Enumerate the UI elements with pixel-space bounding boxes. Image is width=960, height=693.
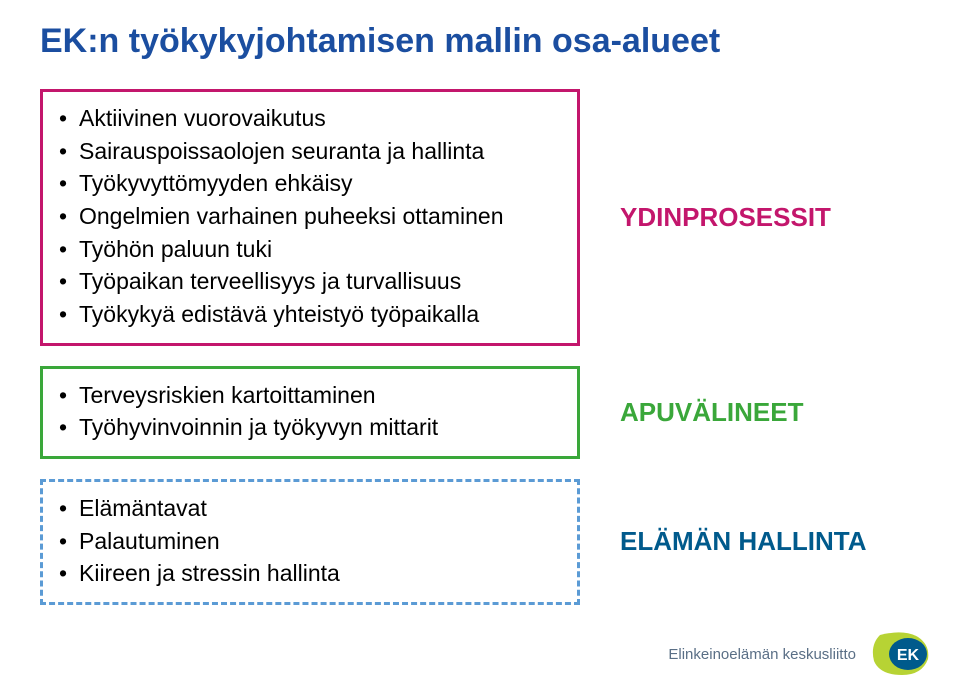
tools-box: Terveysriskien kartoittaminen Työhyvinvo… [40, 366, 580, 459]
page-title: EK:n työkykyjohtamisen mallin osa-alueet [40, 22, 920, 61]
core-box: Aktiivinen vuorovaikutus Sairauspoissaol… [40, 89, 580, 346]
svg-text:EK: EK [897, 647, 920, 664]
list-item: Työhön paluun tuki [79, 233, 563, 266]
life-row: Elämäntavat Palautuminen Kiireen ja stre… [40, 479, 920, 605]
list-item: Ongelmien varhainen puheeksi ottaminen [79, 200, 563, 233]
list-item: Työkyvyttömyyden ehkäisy [79, 167, 563, 200]
footer-org-text: Elinkeinoelämän keskusliitto [668, 646, 856, 663]
life-list: Elämäntavat Palautuminen Kiireen ja stre… [57, 492, 563, 590]
list-item: Elämäntavat [79, 492, 563, 525]
tools-list: Terveysriskien kartoittaminen Työhyvinvo… [57, 379, 563, 444]
tools-row: Terveysriskien kartoittaminen Työhyvinvo… [40, 366, 920, 459]
slide: EK:n työkykyjohtamisen mallin osa-alueet… [0, 0, 960, 693]
list-item: Työpaikan terveellisyys ja turvallisuus [79, 265, 563, 298]
list-item: Aktiivinen vuorovaikutus [79, 102, 563, 135]
core-row: Aktiivinen vuorovaikutus Sairauspoissaol… [40, 89, 920, 346]
life-label: ELÄMÄN HALLINTA [620, 526, 866, 557]
tools-label: APUVÄLINEET [620, 397, 803, 428]
life-box: Elämäntavat Palautuminen Kiireen ja stre… [40, 479, 580, 605]
list-item: Palautuminen [79, 525, 563, 558]
footer: Elinkeinoelämän keskusliitto EK [668, 631, 930, 677]
core-list: Aktiivinen vuorovaikutus Sairauspoissaol… [57, 102, 563, 331]
list-item: Työhyvinvoinnin ja työkyvyn mittarit [79, 411, 563, 444]
core-label: YDINPROSESSIT [620, 202, 831, 233]
list-item: Kiireen ja stressin hallinta [79, 557, 563, 590]
list-item: Sairauspoissaolojen seuranta ja hallinta [79, 135, 563, 168]
ek-logo-icon: EK [868, 631, 930, 677]
list-item: Työkykyä edistävä yhteistyö työpaikalla [79, 298, 563, 331]
list-item: Terveysriskien kartoittaminen [79, 379, 563, 412]
